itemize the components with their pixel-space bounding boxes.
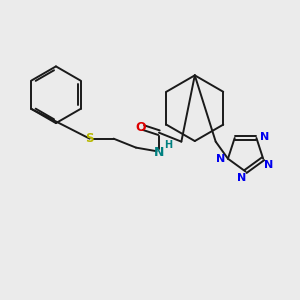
Text: H: H (164, 140, 172, 150)
Text: N: N (154, 146, 164, 160)
Text: N: N (237, 173, 247, 183)
Text: N: N (264, 160, 273, 170)
Text: N: N (260, 131, 269, 142)
Text: N: N (216, 154, 225, 164)
Text: S: S (85, 132, 94, 145)
Text: O: O (135, 121, 146, 134)
